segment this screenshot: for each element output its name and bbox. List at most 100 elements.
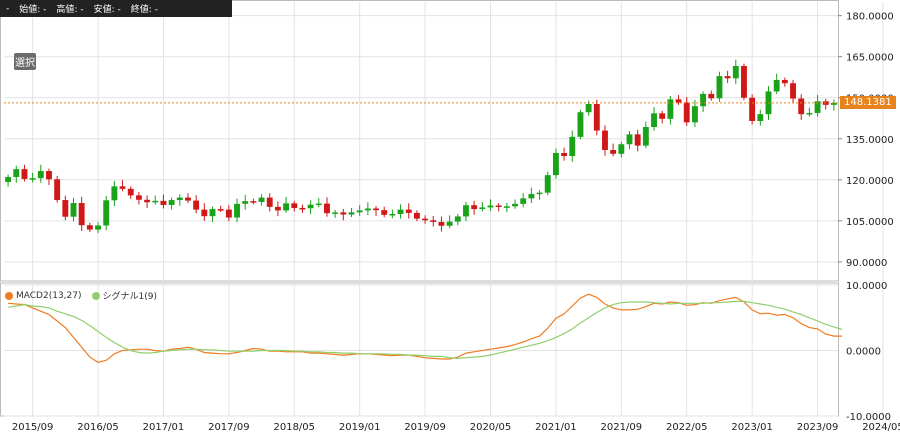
candle-body (283, 203, 290, 211)
open-label: 始値 (19, 5, 38, 15)
candle-body (185, 197, 191, 201)
price-panel-frame (0, 0, 839, 282)
candle-body (54, 179, 61, 201)
candle-body (356, 210, 363, 213)
candle-body (495, 205, 502, 208)
x-tick-label: 2019/01 (339, 422, 381, 433)
y-tick-label: 120.0000 (846, 176, 894, 187)
candle-body (675, 99, 682, 103)
candle-body (626, 134, 633, 145)
candle-body (446, 221, 453, 226)
x-tick-label: 2015/09 (12, 422, 54, 433)
candle-body (258, 197, 265, 202)
candle-body (438, 221, 445, 226)
candle-body (340, 212, 347, 215)
candle-body (585, 104, 592, 113)
y-tick-label: 135.0000 (846, 135, 894, 146)
candle-body (413, 212, 420, 219)
macd-y-tick-label: 0.0000 (846, 347, 881, 358)
signal-line (8, 300, 843, 360)
candle-body (610, 149, 617, 154)
candle-body (127, 188, 134, 196)
candle-body (315, 203, 322, 206)
x-tick-label: 2017/09 (208, 422, 250, 433)
candle-body (160, 200, 167, 205)
candle-body (659, 113, 666, 119)
x-tick-label: 2018/05 (273, 422, 315, 433)
candle-body (683, 102, 690, 123)
candle-body (651, 113, 657, 128)
candle-body (454, 216, 461, 222)
candle-body (552, 152, 559, 176)
candle-body (193, 200, 200, 210)
macd-dot-icon (5, 291, 13, 300)
legend-signal-label: シグナル1(9) (102, 292, 157, 302)
candle-body (86, 225, 93, 230)
candle-body (773, 79, 780, 92)
select-button[interactable]: 選択 (14, 53, 36, 70)
x-tick-label: 2021/09 (601, 422, 643, 433)
candle-body (332, 212, 339, 214)
x-tick-label: 2021/01 (535, 422, 577, 433)
candle-body (389, 213, 396, 216)
x-tick-label: 2024/05 (862, 422, 900, 433)
signal-dot-icon (91, 291, 100, 300)
candle-body (201, 209, 208, 217)
candle-body (70, 203, 77, 217)
candle-body (691, 106, 698, 123)
candle-body (781, 79, 788, 84)
legend-macd[interactable]: MACD2(13,27) (5, 289, 82, 302)
candle-body (798, 98, 805, 115)
legend-signal[interactable]: シグナル1(9) (91, 289, 157, 302)
candle-body (479, 207, 486, 210)
candle-body (667, 99, 674, 119)
candle-body (307, 204, 314, 209)
candle-body (348, 212, 355, 215)
candle-body (78, 203, 85, 226)
candle-body (397, 209, 404, 214)
high-value: - (80, 5, 84, 15)
open-value: - (43, 5, 47, 15)
candle-body (373, 208, 379, 211)
candle-body (250, 201, 257, 203)
candle-body (724, 76, 731, 79)
candle-body (561, 152, 568, 156)
macd-legend: MACD2(13,27) シグナル1(9) (5, 289, 157, 302)
candle-body (430, 220, 437, 222)
candle-body (209, 209, 216, 217)
ohlc-info-bar: - 始値: - 高値: - 安値: - 終値: - (0, 0, 232, 17)
candle-body (405, 209, 412, 213)
low-label: 安値 (93, 5, 112, 15)
candle-body (544, 175, 551, 193)
candle-body (536, 192, 543, 195)
current-price-badge: 148.1381 (840, 95, 896, 109)
candle-body (830, 102, 837, 105)
candle-body (103, 200, 110, 226)
candle-body (144, 199, 151, 203)
close-label: 終値 (130, 5, 149, 15)
candle-body (274, 206, 281, 211)
candle-body (503, 206, 510, 208)
candle-body (593, 104, 600, 131)
macd-y-tick-label: -10.0000 (846, 412, 891, 423)
candle-body (234, 203, 240, 218)
close-value: - (154, 5, 158, 15)
close-info: 終値: - (130, 5, 158, 15)
candle-body (299, 207, 306, 210)
x-tick-label: 2023/09 (797, 422, 839, 433)
y-tick-label: 165.0000 (846, 53, 894, 64)
high-label: 高値 (56, 5, 75, 15)
candle-body (577, 112, 584, 137)
open-info: 始値: - (19, 5, 47, 15)
candle-body (569, 136, 576, 156)
candle-body (700, 93, 707, 107)
candle-body (732, 66, 739, 79)
candle-body (716, 76, 723, 99)
x-tick-label: 2019/09 (404, 422, 446, 433)
candle-body (749, 97, 756, 121)
candle-body (62, 200, 69, 217)
candle-body (46, 171, 52, 180)
candle-body (364, 208, 371, 211)
candle-body (814, 101, 821, 114)
